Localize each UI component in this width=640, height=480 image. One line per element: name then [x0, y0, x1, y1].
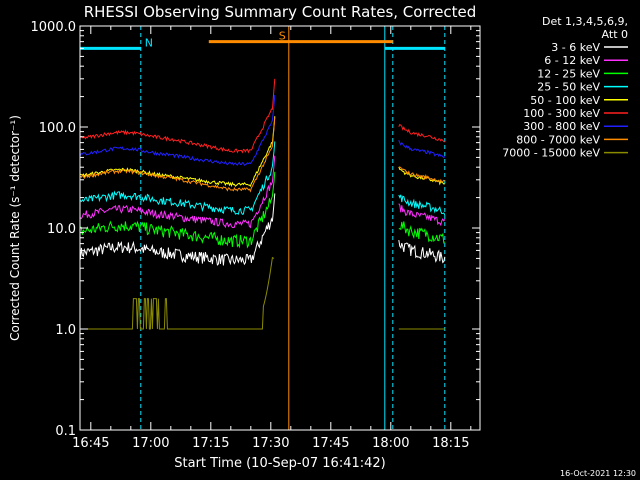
chart-title: RHESSI Observing Summary Count Rates, Co… — [84, 3, 477, 21]
x-tick-label: 17:30 — [252, 436, 289, 451]
series-line-8-part1 — [80, 117, 276, 193]
series-line-2-part2 — [398, 203, 446, 227]
x-tick-label: 17:00 — [132, 436, 169, 451]
legend-label-3: 12 - 25 keV — [537, 67, 600, 80]
y-axis-label: Corrected Count Rate (s⁻¹ detector⁻¹) — [8, 115, 22, 341]
series-line-4-part1 — [80, 141, 276, 215]
legend-header-line1: Det 1,3,4,5,6,9, — [542, 15, 628, 28]
series-line-3-part2 — [398, 221, 446, 244]
x-tick-label: 16:45 — [72, 436, 109, 451]
x-tick-label: 17:15 — [192, 436, 229, 451]
series-line-9-part1 — [80, 256, 275, 330]
series-line-5-part2 — [398, 166, 445, 186]
footer-date: 16-Oct-2021 12:30 — [560, 469, 636, 478]
series-line-6-part2 — [398, 123, 446, 143]
legend-label-2: 6 - 12 keV — [544, 54, 600, 67]
x-axis-label: Start Time (10-Sep-07 16:41:42) — [174, 456, 385, 471]
legend-label-4: 25 - 50 keV — [537, 81, 600, 94]
y-tick-label: 1.0 — [55, 323, 76, 338]
series-line-2-part1 — [80, 155, 276, 229]
y-tick-label: 10.0 — [47, 222, 76, 237]
x-tick-label: 17:45 — [312, 436, 349, 451]
y-tick-label: 0.1 — [55, 424, 76, 439]
legend-header-line2: Att 0 — [602, 28, 628, 41]
series-line-7-part1 — [79, 94, 276, 166]
series-line-4-part2 — [398, 194, 446, 216]
legend-label-6: 100 - 300 keV — [523, 107, 600, 120]
series-line-8-part2 — [398, 166, 446, 184]
legend-label-5: 50 - 100 keV — [530, 94, 600, 107]
series-line-3-part1 — [80, 171, 276, 249]
legend-label-9: 7000 - 15000 keV — [502, 147, 600, 160]
series-line-1-part2 — [398, 240, 446, 264]
series-line-7-part2 — [398, 140, 446, 159]
y-tick-label: 100.0 — [39, 121, 76, 136]
series-line-6-part1 — [80, 78, 276, 154]
x-tick-label: 18:00 — [372, 436, 409, 451]
segment-label-1: S — [279, 30, 286, 43]
legend-label-8: 800 - 7000 keV — [516, 133, 600, 146]
y-tick-label: 1000.0 — [31, 20, 77, 35]
segment-label-0: N — [145, 36, 153, 49]
legend-label-7: 300 - 800 keV — [523, 120, 600, 133]
legend-label-1: 3 - 6 keV — [551, 41, 600, 54]
x-tick-label: 18:15 — [432, 436, 469, 451]
series-line-1-part1 — [79, 193, 276, 266]
